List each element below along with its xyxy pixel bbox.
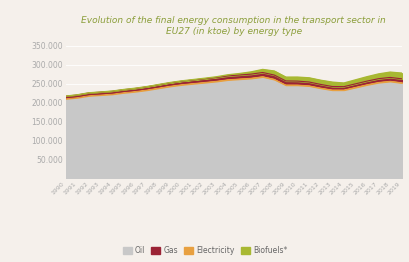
Title: Evolution of the final energy consumption in the transport sector in
EU27 (in kt: Evolution of the final energy consumptio… [81, 16, 385, 36]
Legend: Oil, Gas, Electricity, Biofuels*: Oil, Gas, Electricity, Biofuels* [119, 243, 290, 258]
